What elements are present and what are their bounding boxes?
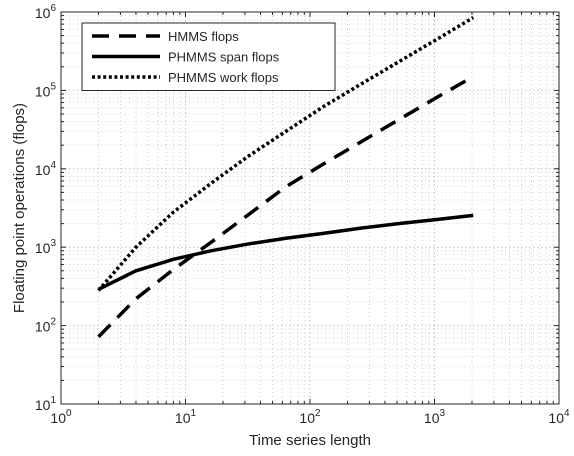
axis-ticks bbox=[60, 11, 560, 405]
y-tick-label: 103 bbox=[35, 238, 57, 256]
y-tick-label: 106 bbox=[35, 3, 57, 21]
x-axis-label: Time series length bbox=[249, 432, 371, 449]
x-tick-label: 100 bbox=[50, 408, 72, 426]
x-tick-labels: 100 101 102 103 104 bbox=[50, 408, 570, 426]
y-tick-label: 101 bbox=[35, 395, 57, 413]
legend-label-1: HMMS flops bbox=[168, 29, 239, 44]
series-layer bbox=[97, 16, 475, 339]
legend-label-3: PHMMS work flops bbox=[168, 70, 279, 85]
x-tick-label: 102 bbox=[299, 408, 321, 426]
series-line-2 bbox=[97, 213, 474, 291]
y-tick-labels: 101 102 103 104 105 106 bbox=[35, 3, 57, 413]
x-tick-label: 101 bbox=[175, 408, 197, 426]
x-tick-label: 103 bbox=[424, 408, 446, 426]
legend: HMMS flops PHMMS span flops PHMMS work flo… bbox=[81, 22, 336, 91]
x-tick-label: 104 bbox=[548, 408, 570, 426]
y-tick-label: 104 bbox=[35, 160, 57, 178]
legend-label-2: PHMMS span flops bbox=[168, 50, 280, 65]
series-line-3 bbox=[97, 16, 475, 292]
y-tick-label: 105 bbox=[35, 81, 57, 99]
y-axis-label: Floating point operations (flops) bbox=[11, 103, 28, 313]
y-tick-label: 102 bbox=[35, 317, 57, 335]
series-line-1 bbox=[97, 75, 475, 339]
